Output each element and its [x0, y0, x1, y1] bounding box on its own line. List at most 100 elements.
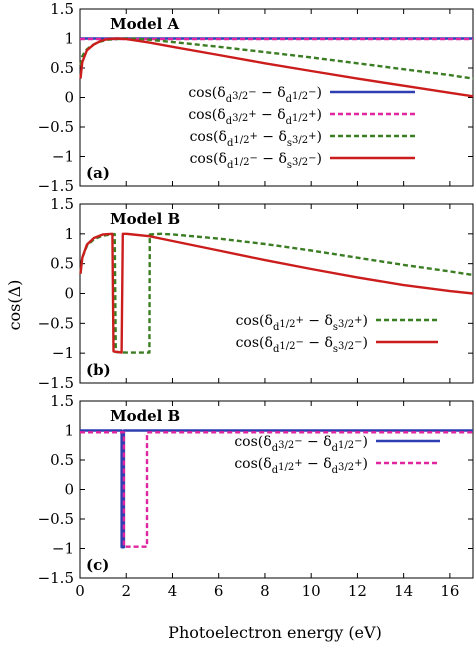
y-axis-label: cos(Δ) — [5, 280, 24, 331]
legend-subscript: s — [287, 138, 292, 149]
legend-text-part: cos(δ — [188, 107, 225, 123]
legend-superscript: 1/2 — [233, 157, 249, 168]
legend-superscript: 1/2 — [279, 341, 295, 352]
legend-text-part: ) — [363, 456, 368, 472]
y-tick-label: −1 — [52, 148, 74, 166]
legend-subscript: d — [332, 443, 339, 454]
legend-entry: cos(δd1/2+ − δs3/2+) — [190, 129, 322, 149]
legend-text-part: cos(δ — [190, 129, 227, 145]
legend-text-part: − δ — [258, 129, 287, 145]
legend-subscript: s — [333, 322, 338, 333]
legend-superscript: 1/2 — [338, 440, 354, 451]
panel-title: Model B — [110, 407, 180, 425]
legend-superscript: + — [248, 109, 256, 120]
legend-text-part: cos(δ — [236, 335, 273, 351]
legend-superscript: 1/2 — [278, 462, 294, 473]
legend-text-part: ) — [317, 151, 322, 167]
panel-label: (a) — [86, 164, 110, 182]
legend-superscript: + — [308, 131, 316, 142]
legend-subscript: d — [226, 94, 233, 105]
y-tick-label: 1 — [64, 30, 74, 48]
legend-text-part: − δ — [303, 456, 332, 472]
y-tick-label: −1.5 — [38, 569, 74, 587]
legend-superscript: − — [295, 337, 303, 348]
legend-text-part: ) — [317, 107, 322, 123]
legend-subscript: d — [226, 116, 233, 127]
legend-subscript: d — [272, 465, 279, 476]
legend-superscript: 3/2 — [338, 341, 354, 352]
legend-text-part: ) — [363, 335, 368, 351]
y-tick-label: 0.5 — [50, 255, 74, 273]
x-tick-label: 12 — [348, 582, 367, 600]
y-tick-label: 1 — [64, 422, 74, 440]
legend-entry: cos(δd1/2− − δs3/2−) — [236, 335, 368, 355]
series-line-red — [79, 232, 474, 354]
x-tick-label: 8 — [260, 582, 270, 600]
series-line-red — [79, 37, 474, 98]
legend-text-part: − δ — [257, 107, 286, 123]
plot-frame — [79, 400, 474, 579]
y-tick-label: 0.5 — [50, 59, 74, 77]
x-tick-label: 2 — [121, 582, 131, 600]
legend-text-part: − δ — [304, 335, 333, 351]
legend-text-part: cos(δ — [234, 434, 271, 450]
legend-text-part: cos(δ — [236, 313, 273, 329]
legend-text-part: ) — [317, 85, 322, 101]
legend-superscript: 1/2 — [292, 91, 308, 102]
legend-text-part: − δ — [303, 434, 332, 450]
legend-superscript: − — [248, 87, 256, 98]
legend-text-part: ) — [317, 129, 322, 145]
legend-superscript: 3/2 — [338, 319, 354, 330]
y-tick-label: −0.5 — [38, 510, 74, 528]
y-tick-label: −1.5 — [38, 374, 74, 392]
legend-superscript: + — [249, 131, 257, 142]
legend-superscript: + — [354, 458, 362, 469]
legend-superscript: − — [308, 153, 316, 164]
legend-superscript: − — [354, 436, 362, 447]
legend-subscript: d — [286, 116, 293, 127]
legend-subscript: d — [332, 465, 339, 476]
y-tick-label: 1.5 — [50, 392, 74, 410]
legend-subscript: d — [286, 94, 293, 105]
legend-subscript: d — [272, 443, 279, 454]
x-tick-label: 16 — [440, 582, 459, 600]
panel-title: Model B — [110, 210, 180, 228]
legend-text-part: − δ — [304, 313, 333, 329]
series-line-green — [79, 232, 474, 354]
legend-text-part: − δ — [258, 151, 287, 167]
y-tick-label: 1 — [64, 225, 74, 243]
legend-superscript: 1/2 — [233, 135, 249, 146]
x-tick-label: 14 — [394, 582, 413, 600]
legend-superscript: 1/2 — [292, 113, 308, 124]
legend-superscript: 1/2 — [279, 319, 295, 330]
y-tick-label: −1 — [52, 344, 74, 362]
legend-subscript: d — [227, 138, 234, 149]
y-tick-label: −0.5 — [38, 314, 74, 332]
legend-superscript: − — [354, 337, 362, 348]
y-tick-label: −1.5 — [38, 177, 74, 195]
legend-subscript: s — [333, 344, 338, 355]
legend-superscript: + — [294, 458, 302, 469]
x-tick-label: 0 — [75, 582, 85, 600]
legend-subscript: s — [287, 160, 292, 171]
legend-superscript: − — [308, 87, 316, 98]
legend-superscript: 3/2 — [292, 157, 308, 168]
legend-entry: cos(δd1/2+ − δd3/2+) — [234, 456, 368, 476]
legend-text-part: ) — [363, 434, 368, 450]
legend-superscript: + — [354, 315, 362, 326]
x-tick-label: 10 — [302, 582, 321, 600]
plot-frame — [79, 203, 474, 384]
panel-title: Model A — [110, 15, 180, 33]
legend-subscript: d — [227, 160, 234, 171]
y-tick-label: 0 — [64, 481, 74, 499]
legend-superscript: + — [295, 315, 303, 326]
panel-label: (c) — [86, 556, 109, 574]
y-tick-label: 1.5 — [50, 0, 74, 18]
legend-entry: cos(δd3/2+ − δd1/2+) — [188, 107, 322, 127]
legend-superscript: 3/2 — [232, 113, 248, 124]
legend-text-part: − δ — [257, 85, 286, 101]
legend-superscript: + — [308, 109, 316, 120]
legend-entry: cos(δd1/2− − δs3/2−) — [190, 151, 322, 171]
panel-label: (b) — [86, 361, 111, 379]
